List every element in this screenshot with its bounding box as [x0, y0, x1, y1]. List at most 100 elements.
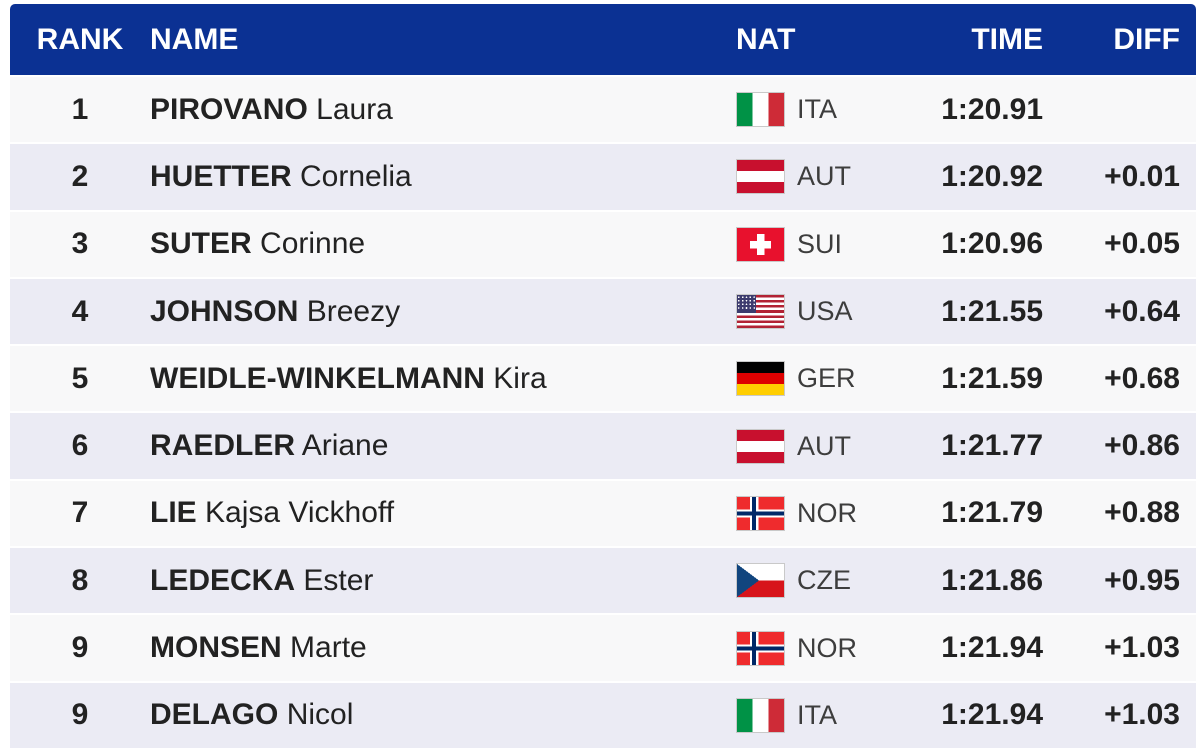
- time-value: 1:21.94: [941, 631, 1043, 665]
- rank-value: 9: [71, 631, 89, 665]
- table-row: 9 MONSEN Marte NOR 1:21.94 +1.03: [10, 613, 1196, 681]
- country-code: NOR: [797, 497, 857, 528]
- country-flag-icon: [736, 361, 785, 397]
- nationality-cell: USA: [718, 294, 873, 330]
- column-header-nat: NAT: [736, 22, 796, 56]
- athlete-given-name: Laura: [316, 92, 393, 126]
- country-flag-icon: [736, 92, 785, 128]
- time-value: 1:21.86: [941, 563, 1043, 597]
- rank-value: 9: [71, 698, 89, 732]
- time-value: 1:20.91: [941, 92, 1043, 126]
- athlete-surname: PIROVANO: [150, 92, 308, 126]
- rank-value: 1: [71, 92, 89, 126]
- diff-value: +0.64: [1104, 294, 1180, 328]
- country-flag-icon: [736, 159, 785, 195]
- athlete-name-cell: DELAGO Nicol: [150, 698, 718, 732]
- nationality-cell: SUI: [718, 226, 873, 262]
- time-value: 1:20.92: [941, 159, 1043, 193]
- table-row: 9 DELAGO Nicol ITA 1:21.94 +1.03: [10, 680, 1196, 748]
- time-value: 1:20.96: [941, 227, 1043, 261]
- country-code: NOR: [797, 632, 857, 663]
- country-flag-icon: [736, 226, 785, 262]
- athlete-name-cell: MONSEN Marte: [150, 631, 718, 665]
- nationality-cell: GER: [718, 361, 873, 397]
- country-flag-icon: [736, 563, 785, 599]
- athlete-surname: RAEDLER: [150, 429, 296, 463]
- time-value: 1:21.55: [941, 294, 1043, 328]
- nationality-cell: NOR: [718, 495, 873, 531]
- table-body: 1 PIROVANO Laura ITA 1:20.91 2 HUETTER C…: [10, 75, 1196, 748]
- athlete-surname: MONSEN: [150, 631, 282, 665]
- rank-value: 5: [71, 361, 89, 395]
- athlete-name-cell: HUETTER Cornelia: [150, 160, 718, 194]
- nationality-cell: AUT: [718, 159, 873, 195]
- athlete-given-name: Nicol: [286, 698, 354, 732]
- diff-value: +0.05: [1104, 227, 1180, 261]
- country-code: ITA: [797, 699, 837, 730]
- athlete-surname: DELAGO: [150, 698, 279, 732]
- country-flag-icon: [736, 428, 785, 464]
- table-row: 6 RAEDLER Ariane AUT 1:21.77 +0.86: [10, 411, 1196, 479]
- nationality-cell: ITA: [718, 697, 873, 733]
- athlete-given-name: Ester: [303, 563, 374, 597]
- table-row: 1 PIROVANO Laura ITA 1:20.91: [10, 75, 1196, 143]
- table-header-row: RANK NAME NAT TIME DIFF: [10, 4, 1196, 75]
- athlete-given-name: Cornelia: [300, 159, 412, 193]
- table-row: 7 LIE Kajsa Vickhoff NOR 1:21.79 +0.88: [10, 478, 1196, 547]
- results-table: RANK NAME NAT TIME DIFF 1 PIROVANO Laura…: [10, 4, 1196, 748]
- diff-value: +1.03: [1104, 631, 1180, 665]
- athlete-surname: LEDECKA: [150, 563, 296, 597]
- athlete-name-cell: LIE Kajsa Vickhoff: [150, 496, 718, 530]
- rank-value: 8: [71, 563, 89, 597]
- athlete-name-cell: PIROVANO Laura: [150, 93, 718, 127]
- table-row: 2 HUETTER Cornelia AUT 1:20.92 +0.01: [10, 142, 1196, 210]
- athlete-given-name: Corinne: [260, 227, 366, 261]
- athlete-given-name: Ariane: [301, 429, 389, 463]
- athlete-name-cell: RAEDLER Ariane: [150, 429, 718, 463]
- athlete-name-cell: LEDECKA Ester: [150, 564, 718, 598]
- athlete-surname: SUTER: [150, 227, 252, 261]
- diff-value: +0.01: [1104, 159, 1180, 193]
- time-value: 1:21.77: [941, 429, 1043, 463]
- table-row: 8 LEDECKA Ester CZE 1:21.86 +0.95: [10, 546, 1196, 614]
- diff-value: +0.95: [1104, 563, 1180, 597]
- country-flag-icon: [736, 294, 785, 330]
- country-flag-icon: [736, 630, 785, 666]
- nationality-cell: CZE: [718, 563, 873, 599]
- rank-value: 4: [71, 294, 89, 328]
- country-code: CZE: [797, 565, 851, 596]
- country-code: USA: [797, 296, 853, 327]
- diff-value: +0.88: [1104, 496, 1180, 530]
- diff-value: +1.03: [1104, 698, 1180, 732]
- athlete-surname: HUETTER: [150, 159, 292, 193]
- country-code: ITA: [797, 94, 837, 125]
- athlete-name-cell: SUTER Corinne: [150, 227, 718, 261]
- athlete-name-cell: JOHNSON Breezy: [150, 295, 718, 329]
- nationality-cell: AUT: [718, 428, 873, 464]
- column-header-diff: DIFF: [1113, 22, 1180, 56]
- diff-value: +0.86: [1104, 429, 1180, 463]
- country-flag-icon: [736, 495, 785, 531]
- country-code: AUT: [797, 430, 851, 461]
- rank-value: 2: [71, 159, 89, 193]
- table-row: 3 SUTER Corinne SUI 1:20.96 +0.05: [10, 209, 1196, 277]
- country-code: GER: [797, 363, 856, 394]
- nationality-cell: ITA: [718, 92, 873, 128]
- table-row: 5 WEIDLE-WINKELMANN Kira GER 1:21.59 +0.…: [10, 344, 1196, 412]
- country-code: AUT: [797, 161, 851, 192]
- time-value: 1:21.79: [941, 496, 1043, 530]
- athlete-name-cell: WEIDLE-WINKELMANN Kira: [150, 362, 718, 396]
- athlete-surname: LIE: [150, 496, 197, 530]
- athlete-surname: JOHNSON: [150, 294, 299, 328]
- rank-value: 6: [71, 429, 89, 463]
- column-header-rank: RANK: [36, 22, 124, 56]
- athlete-given-name: Kajsa Vickhoff: [205, 496, 395, 530]
- diff-value: +0.68: [1104, 361, 1180, 395]
- athlete-given-name: Kira: [493, 361, 547, 395]
- table-row: 4 JOHNSON Breezy USA 1:21.55 +0.64: [10, 276, 1196, 345]
- time-value: 1:21.59: [941, 361, 1043, 395]
- athlete-given-name: Marte: [290, 631, 367, 665]
- time-value: 1:21.94: [941, 698, 1043, 732]
- rank-value: 7: [71, 496, 89, 530]
- column-header-name: NAME: [150, 22, 239, 56]
